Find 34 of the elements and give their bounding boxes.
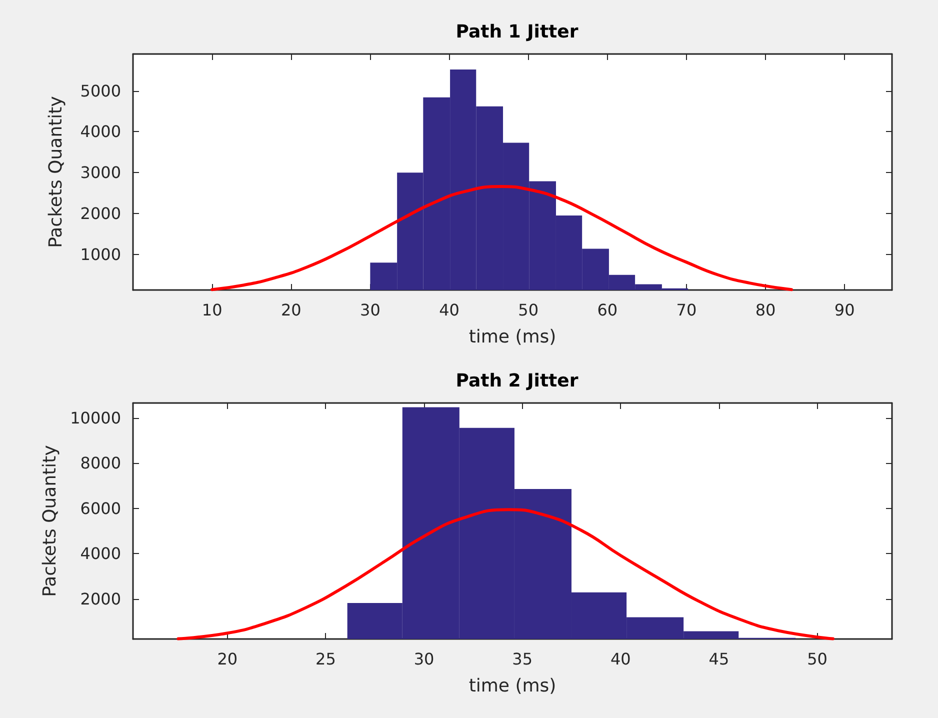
x-tick-label: 10 [202, 300, 222, 320]
line-series [210, 185, 794, 292]
x-tick-label: 40 [439, 300, 460, 320]
x-axis-title: time (ms) [468, 676, 556, 696]
y-axis-title: Packets Quantity [40, 444, 61, 597]
line-series [176, 508, 835, 640]
x-tick-label: 45 [708, 650, 730, 668]
x-tick-label: 30 [414, 650, 434, 668]
x-tick-label: 25 [316, 650, 336, 668]
x-tick-label: 50 [518, 300, 538, 320]
y-tick-label: 2000 [80, 204, 121, 224]
y-tick-label: 4000 [80, 122, 121, 142]
y-tick-label: 5000 [80, 81, 121, 100]
x-tick-label: 40 [610, 650, 631, 668]
chart-title: Path 1 Jitter [456, 22, 578, 42]
y-axis-title: Packets Quantity [46, 96, 66, 248]
y-tick-label: 10000 [70, 408, 121, 428]
x-tick-label: 35 [512, 650, 533, 668]
x-tick-label: 30 [360, 300, 380, 320]
y-tick-label: 3000 [80, 163, 121, 182]
y-tick-label: 6000 [80, 498, 121, 518]
x-axis-title: time (ms) [468, 326, 556, 348]
x-tick-label: 70 [676, 300, 697, 320]
x-tick-label: 20 [217, 650, 238, 668]
y-tick-label: 1000 [80, 244, 121, 264]
x-tick-label: 20 [280, 300, 302, 320]
x-tick-label: 90 [834, 300, 855, 320]
y-tick-label: 4000 [80, 544, 121, 564]
x-tick-label: 60 [597, 300, 618, 320]
x-tick-label: 80 [755, 300, 776, 320]
chart-title: Path 2 Jitter [456, 370, 578, 392]
y-tick-label: 2000 [80, 589, 121, 608]
y-tick-label: 8000 [80, 454, 121, 473]
x-tick-label: 50 [807, 650, 828, 668]
